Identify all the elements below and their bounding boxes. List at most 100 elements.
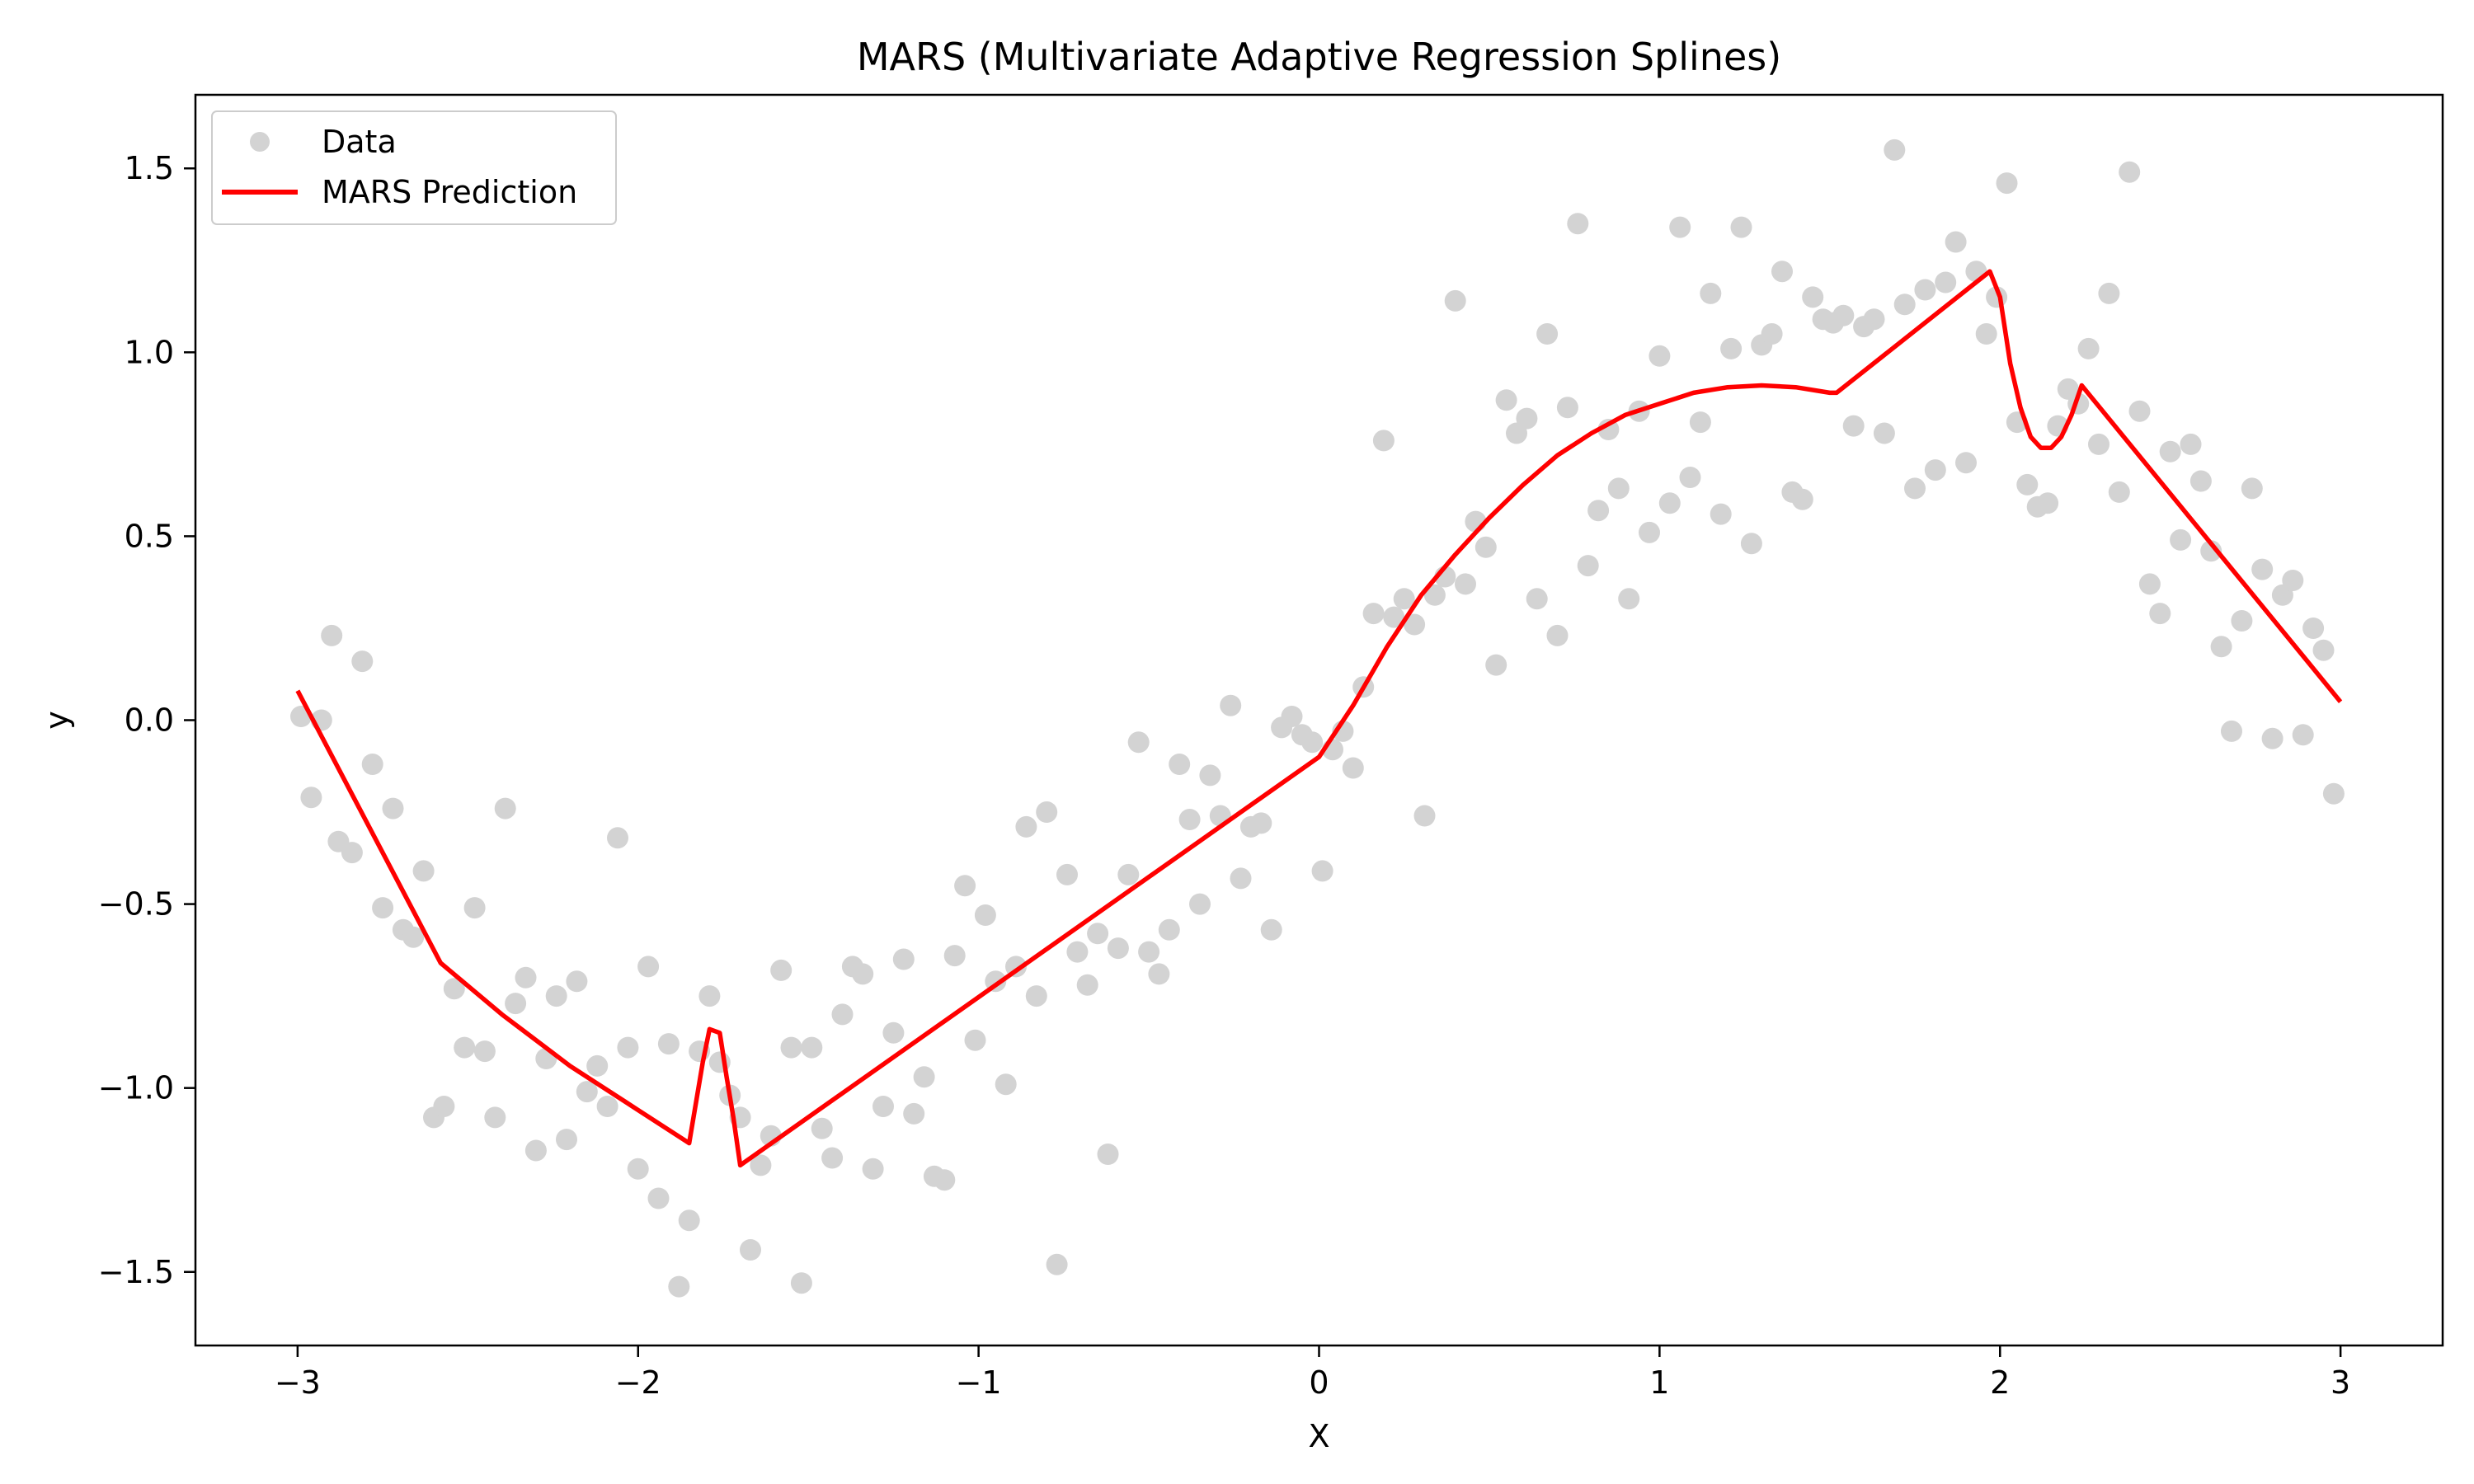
data-point-185 xyxy=(2180,433,2202,455)
data-point-110 xyxy=(1413,805,1436,827)
legend-marker-data xyxy=(250,132,270,152)
data-point-151 xyxy=(1832,304,1855,326)
data-point-72 xyxy=(1025,985,1047,1007)
legend-label-mars-prediction: MARS Prediction xyxy=(322,174,577,210)
data-point-196 xyxy=(2292,724,2314,746)
data-point-30 xyxy=(596,1096,618,1117)
data-point-97 xyxy=(1281,706,1303,727)
data-point-154 xyxy=(1863,308,1885,331)
data-point-7 xyxy=(361,754,383,775)
y-tick-label-2: −0.5 xyxy=(98,886,174,923)
x-tick-label-3: 0 xyxy=(1309,1364,1329,1401)
data-point-35 xyxy=(647,1187,670,1209)
data-point-14 xyxy=(433,1096,455,1117)
data-point-21 xyxy=(505,993,527,1015)
data-point-103 xyxy=(1342,757,1364,779)
data-point-92 xyxy=(1230,867,1252,890)
data-point-32 xyxy=(617,1036,639,1059)
data-point-95 xyxy=(1260,918,1282,941)
data-point-29 xyxy=(586,1054,609,1077)
data-point-193 xyxy=(2261,727,2284,749)
data-point-28 xyxy=(576,1081,598,1103)
data-point-64 xyxy=(943,945,966,967)
data-point-40 xyxy=(698,985,721,1007)
data-point-15 xyxy=(443,978,465,1000)
data-point-19 xyxy=(484,1106,506,1129)
data-point-160 xyxy=(1924,459,1946,481)
x-tick-label-1: −2 xyxy=(615,1364,661,1401)
x-tick-label-4: 1 xyxy=(1649,1364,1669,1401)
data-point-111 xyxy=(1423,584,1446,606)
data-point-144 xyxy=(1761,323,1783,345)
data-point-181 xyxy=(2138,573,2161,595)
data-point-128 xyxy=(1597,419,1620,440)
data-point-178 xyxy=(2108,481,2130,503)
data-point-38 xyxy=(678,1209,700,1232)
data-point-159 xyxy=(1914,279,1936,301)
y-tick-label-6: 1.5 xyxy=(125,150,174,186)
data-point-183 xyxy=(2159,440,2181,463)
x-axis-label: X xyxy=(1308,1418,1329,1454)
data-point-34 xyxy=(637,956,660,978)
data-point-187 xyxy=(2200,540,2222,562)
data-point-94 xyxy=(1250,812,1272,834)
data-point-122 xyxy=(1536,323,1559,345)
data-point-118 xyxy=(1495,389,1517,411)
data-point-69 xyxy=(995,1073,1017,1096)
data-point-191 xyxy=(2241,477,2263,500)
data-point-155 xyxy=(1873,422,1895,444)
data-point-25 xyxy=(545,985,567,1007)
data-point-86 xyxy=(1169,754,1191,775)
data-point-76 xyxy=(1066,941,1089,963)
data-point-148 xyxy=(1802,286,1824,308)
data-point-36 xyxy=(657,1033,680,1055)
data-point-129 xyxy=(1607,477,1630,500)
data-point-20 xyxy=(494,797,516,819)
data-point-33 xyxy=(627,1158,649,1180)
data-point-114 xyxy=(1455,573,1476,595)
data-point-165 xyxy=(1975,323,1997,345)
data-point-133 xyxy=(1649,345,1671,367)
data-point-56 xyxy=(862,1158,884,1180)
data-point-192 xyxy=(2251,558,2274,580)
data-point-138 xyxy=(1700,282,1722,304)
data-point-84 xyxy=(1148,963,1170,985)
data-point-74 xyxy=(1046,1253,1068,1275)
data-point-87 xyxy=(1178,809,1201,830)
data-point-125 xyxy=(1567,213,1589,235)
data-point-182 xyxy=(2149,603,2171,625)
data-point-55 xyxy=(852,963,874,985)
data-point-162 xyxy=(1945,231,1967,253)
data-point-156 xyxy=(1884,139,1906,161)
data-point-79 xyxy=(1097,1144,1119,1165)
data-point-117 xyxy=(1485,654,1507,676)
data-point-163 xyxy=(1955,452,1977,474)
data-point-177 xyxy=(2098,282,2120,304)
y-tick-label-4: 0.5 xyxy=(125,518,174,554)
data-point-124 xyxy=(1556,397,1578,419)
x-tick-label-2: −1 xyxy=(956,1364,1002,1401)
legend-label-data: Data xyxy=(322,124,397,160)
data-point-8 xyxy=(372,897,394,919)
data-point-11 xyxy=(402,926,425,948)
legend: Data MARS Prediction xyxy=(211,110,617,225)
data-point-63 xyxy=(934,1169,956,1191)
y-tick-label-5: 1.0 xyxy=(125,334,174,370)
data-point-186 xyxy=(2189,470,2212,492)
data-point-82 xyxy=(1127,731,1150,754)
data-point-3 xyxy=(321,624,343,646)
data-point-116 xyxy=(1475,536,1497,558)
data-point-142 xyxy=(1740,533,1762,555)
data-point-60 xyxy=(903,1102,925,1125)
data-point-199 xyxy=(2322,782,2345,805)
x-tick-label-0: −3 xyxy=(275,1364,321,1401)
data-point-78 xyxy=(1087,923,1109,945)
data-point-51 xyxy=(811,1117,833,1139)
data-point-121 xyxy=(1526,588,1548,610)
data-point-136 xyxy=(1679,467,1701,488)
data-point-27 xyxy=(566,970,588,993)
x-tick-label-6: 3 xyxy=(2331,1364,2350,1401)
y-axis-label: y xyxy=(39,711,75,730)
data-point-91 xyxy=(1220,694,1242,716)
